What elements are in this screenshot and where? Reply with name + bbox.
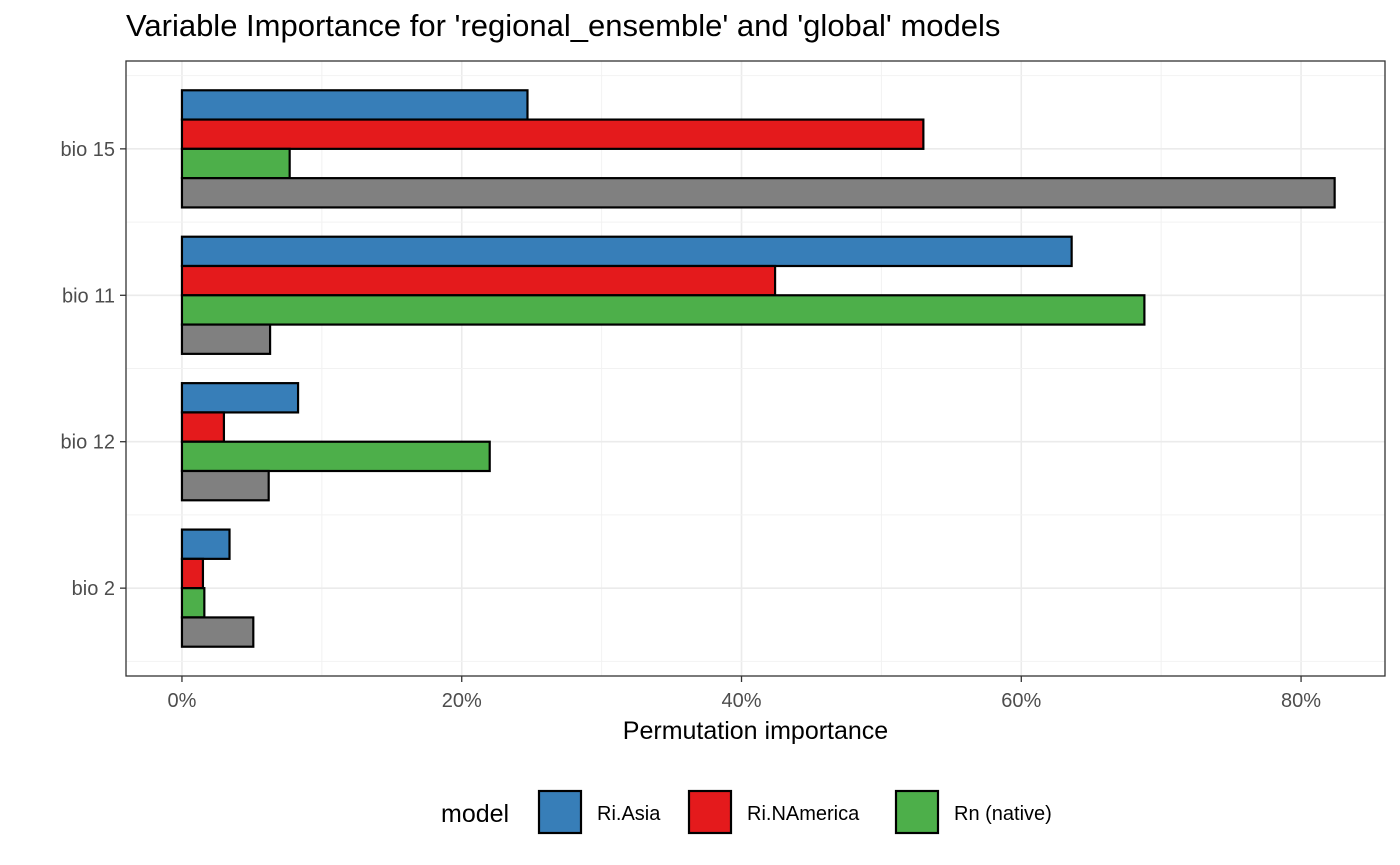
chart-title: Variable Importance for 'regional_ensemb… — [126, 8, 1001, 43]
bar-bio-15-series-1 — [180, 89, 529, 121]
bar-bio-15-series-3 — [180, 147, 291, 180]
x-tick-label: 20% — [442, 690, 482, 712]
y-tick-label: bio 2 — [72, 578, 115, 600]
legend-label: Ri.NAmerica — [747, 803, 860, 825]
bar-bio-11-series-1 — [180, 235, 1073, 268]
bar-bio-15-series-4 — [180, 177, 1336, 209]
y-tick-label: bio 15 — [61, 139, 116, 161]
bar-bio-15-series-2 — [180, 118, 925, 150]
bars-layer — [180, 89, 1336, 648]
bar-bio-11-series-3 — [180, 294, 1146, 326]
axes-layer: 0% 20% 40% 60% 80% bio 15 bio 11 bio 12 bio 2 — [61, 139, 1322, 712]
x-tick-label: 80% — [1281, 690, 1321, 712]
grid-layer — [126, 61, 1385, 676]
bar-bio-2-series-1 — [180, 528, 231, 560]
bar-bio-12-series-2 — [180, 411, 226, 443]
y-tick-label: bio 11 — [62, 285, 115, 307]
bar-bio-2-series-3 — [180, 587, 206, 619]
x-tick-label: 0% — [168, 690, 197, 712]
bar-bio-12-series-3 — [180, 440, 491, 473]
x-tick-label: 40% — [721, 690, 761, 712]
legend-key — [894, 789, 940, 835]
bar-bio-2-series-2 — [180, 557, 205, 590]
x-axis-title: Permutation importance — [623, 717, 888, 745]
legend-label: Ri.Asia — [597, 803, 661, 825]
y-tick-label: bio 12 — [61, 432, 116, 454]
bar-bio-2-series-4 — [180, 616, 255, 648]
legend: model Ri.Asia Ri.NAmerica Rn (native) — [441, 789, 1052, 835]
bar-bio-11-series-2 — [180, 264, 777, 297]
bar-bio-11-series-4 — [180, 323, 272, 355]
legend-key — [687, 789, 733, 835]
legend-title: model — [441, 800, 509, 828]
bar-bio-12-series-4 — [180, 469, 270, 502]
bar-bio-12-series-1 — [180, 382, 300, 414]
x-tick-label: 60% — [1001, 690, 1041, 712]
legend-key — [537, 789, 583, 835]
panel-border — [125, 60, 1386, 677]
legend-label: Rn (native) — [954, 803, 1052, 825]
